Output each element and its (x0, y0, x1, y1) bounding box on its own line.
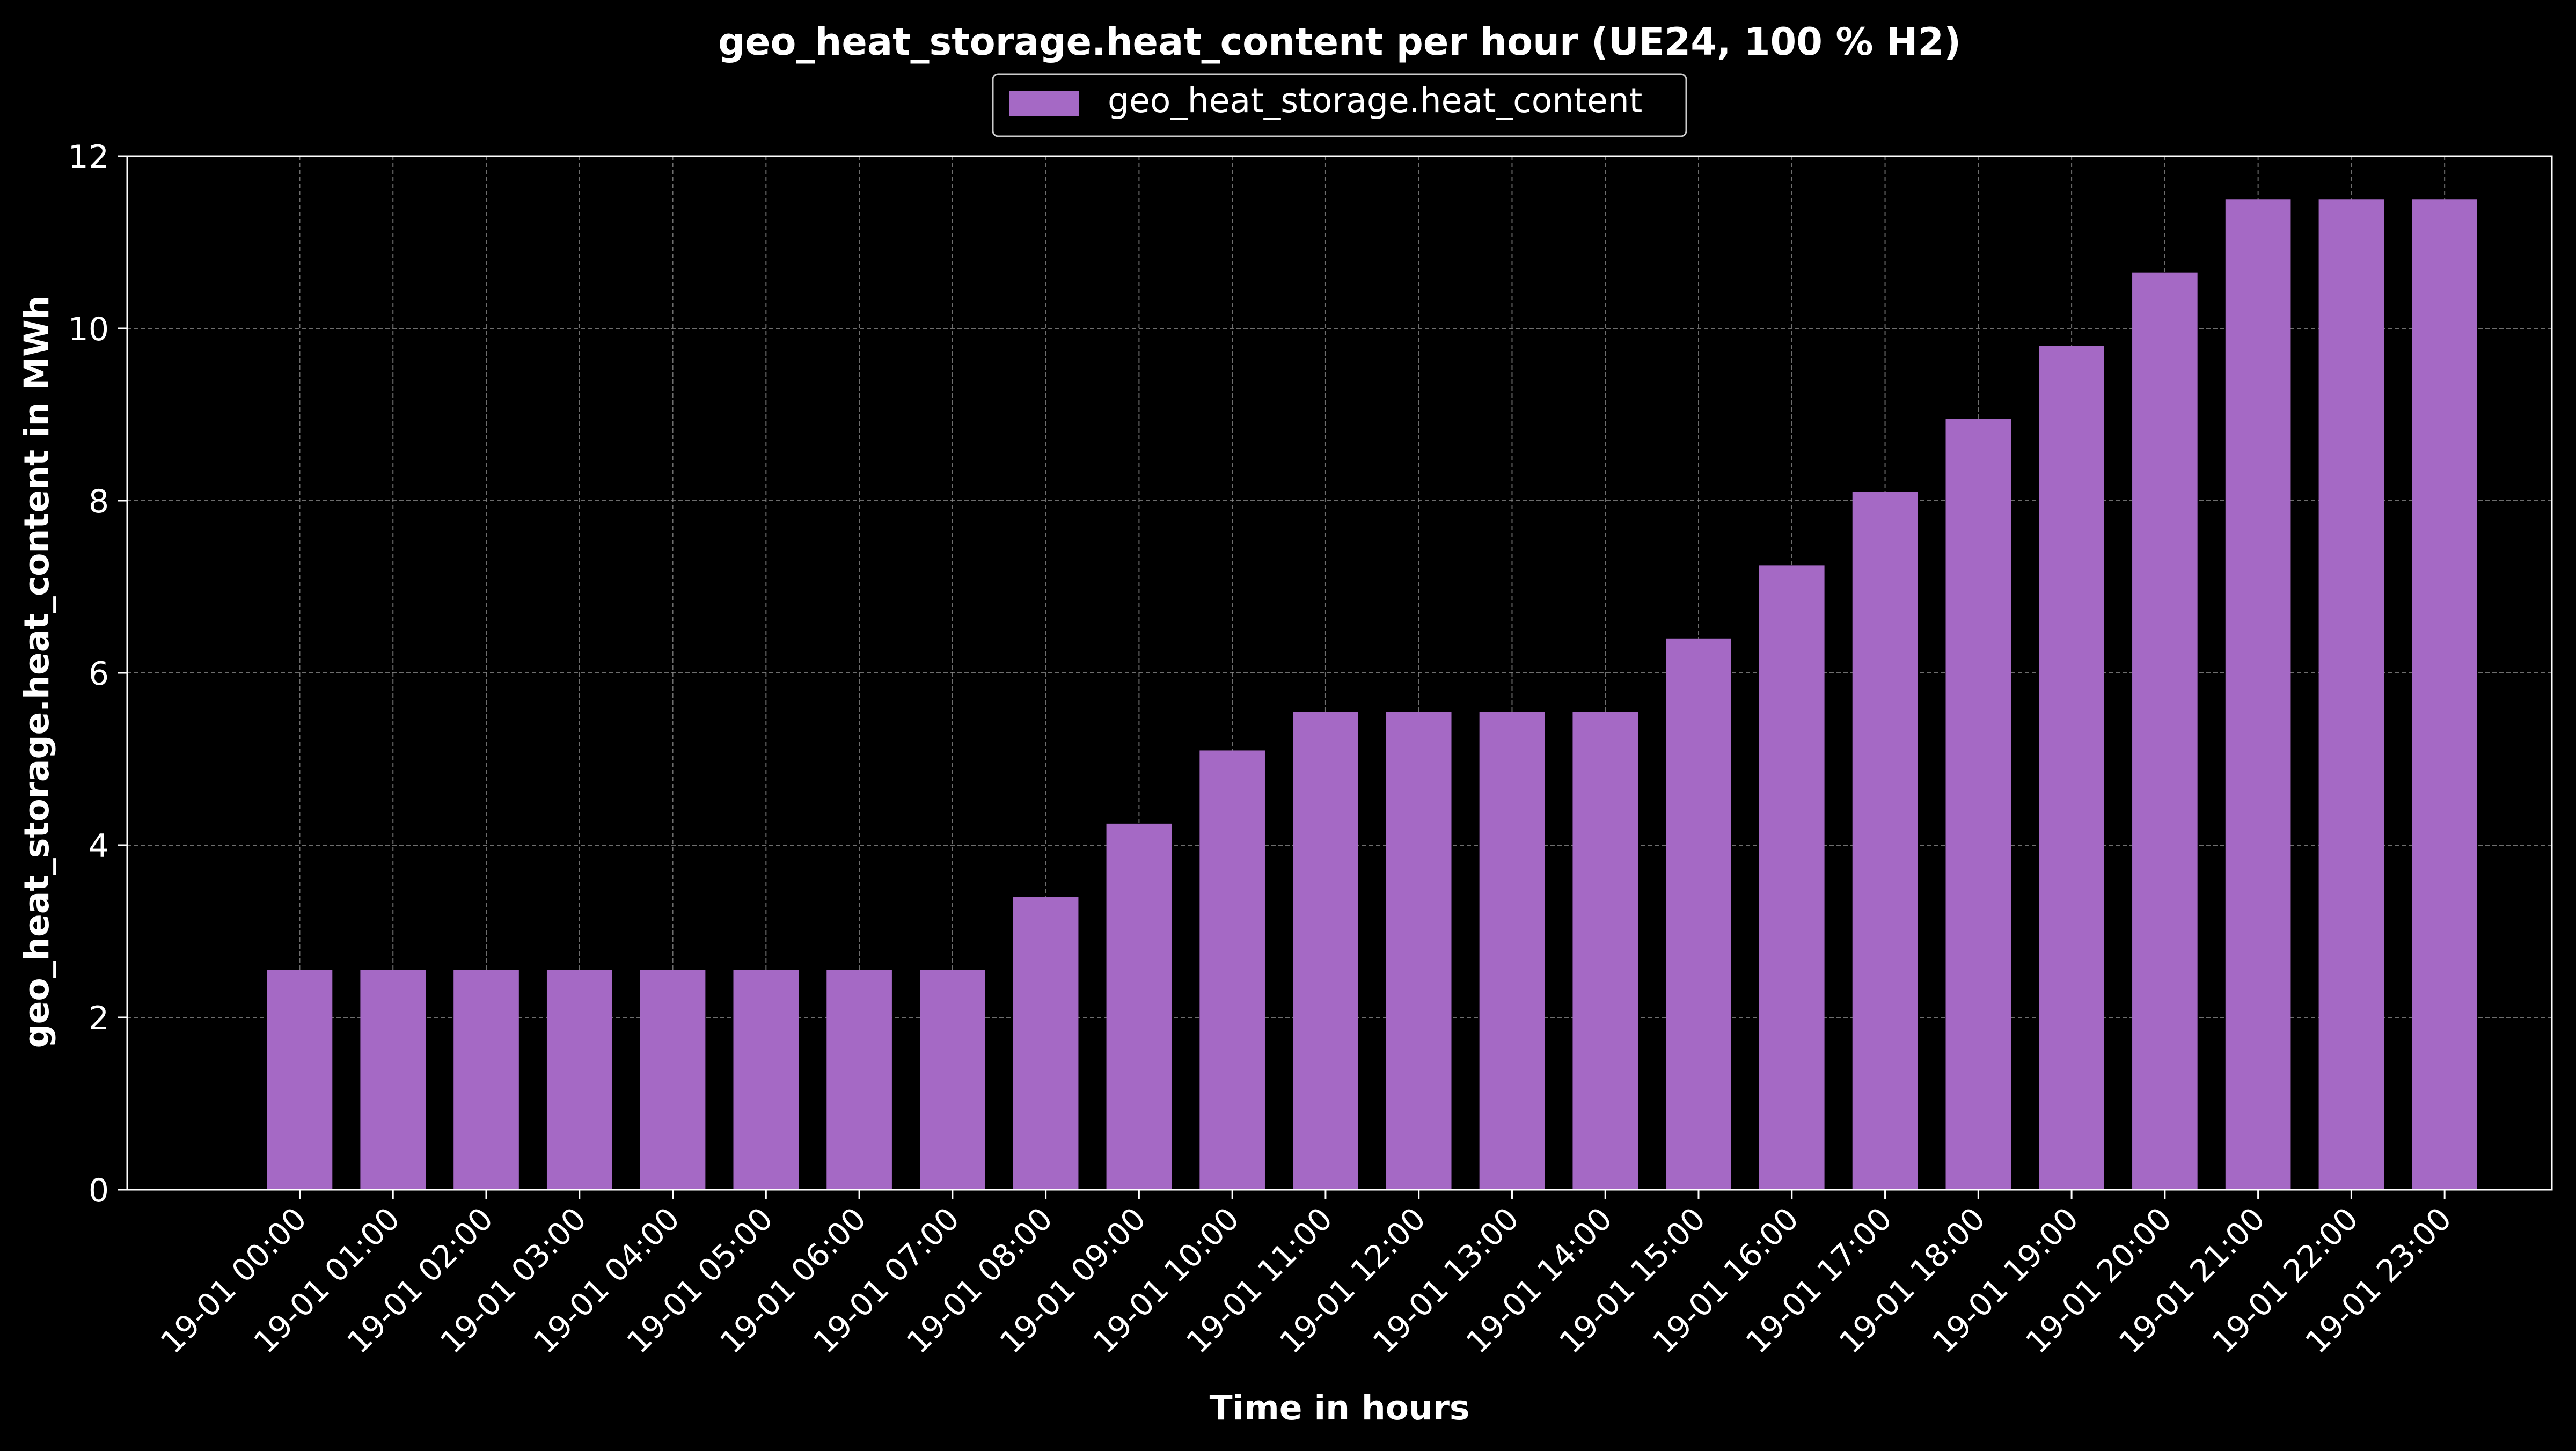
x-axis-label: Time in hours (1210, 1388, 1470, 1427)
bar (1386, 712, 1452, 1190)
bar (1666, 638, 1731, 1190)
bar (1013, 897, 1079, 1190)
bar (2318, 199, 2384, 1190)
bar (2039, 346, 2104, 1190)
bar (360, 970, 426, 1190)
bar (453, 970, 519, 1190)
y-axis-ticks: 0 2 4 6 8 10 12 (68, 138, 127, 1210)
bar (2132, 272, 2198, 1190)
bar (1759, 565, 1825, 1190)
bar (640, 970, 706, 1190)
y-tick-label: 0 (89, 1172, 109, 1210)
y-tick-label: 10 (68, 311, 109, 348)
bars (267, 199, 2477, 1190)
bar (826, 970, 892, 1190)
bar (920, 970, 985, 1190)
bar (546, 970, 612, 1190)
bar (1852, 492, 1918, 1190)
legend-frame (992, 73, 1687, 137)
bar (1945, 419, 2011, 1190)
legend: geo_heat_storage.heat_content (992, 73, 1687, 137)
bar (1293, 712, 1358, 1190)
bar (1106, 823, 1172, 1190)
chart-title: geo_heat_storage.heat_content per hour (… (718, 20, 1961, 64)
bar (1199, 750, 1265, 1190)
y-tick-label: 12 (68, 138, 109, 176)
legend-label: geo_heat_storage.heat_content (1108, 81, 1642, 120)
y-tick-label: 2 (89, 1000, 109, 1037)
y-tick-label: 4 (89, 827, 109, 865)
y-tick-label: 8 (89, 483, 109, 521)
y-tick-label: 6 (89, 655, 109, 693)
bar (1572, 712, 1638, 1190)
y-axis-label: geo_heat_storage.heat_content in MWh (17, 296, 56, 1049)
bar (2225, 199, 2291, 1190)
bar (733, 970, 799, 1190)
legend-swatch (1009, 91, 1079, 116)
bar (267, 970, 333, 1190)
bar (2412, 199, 2477, 1190)
bar (1479, 712, 1545, 1190)
